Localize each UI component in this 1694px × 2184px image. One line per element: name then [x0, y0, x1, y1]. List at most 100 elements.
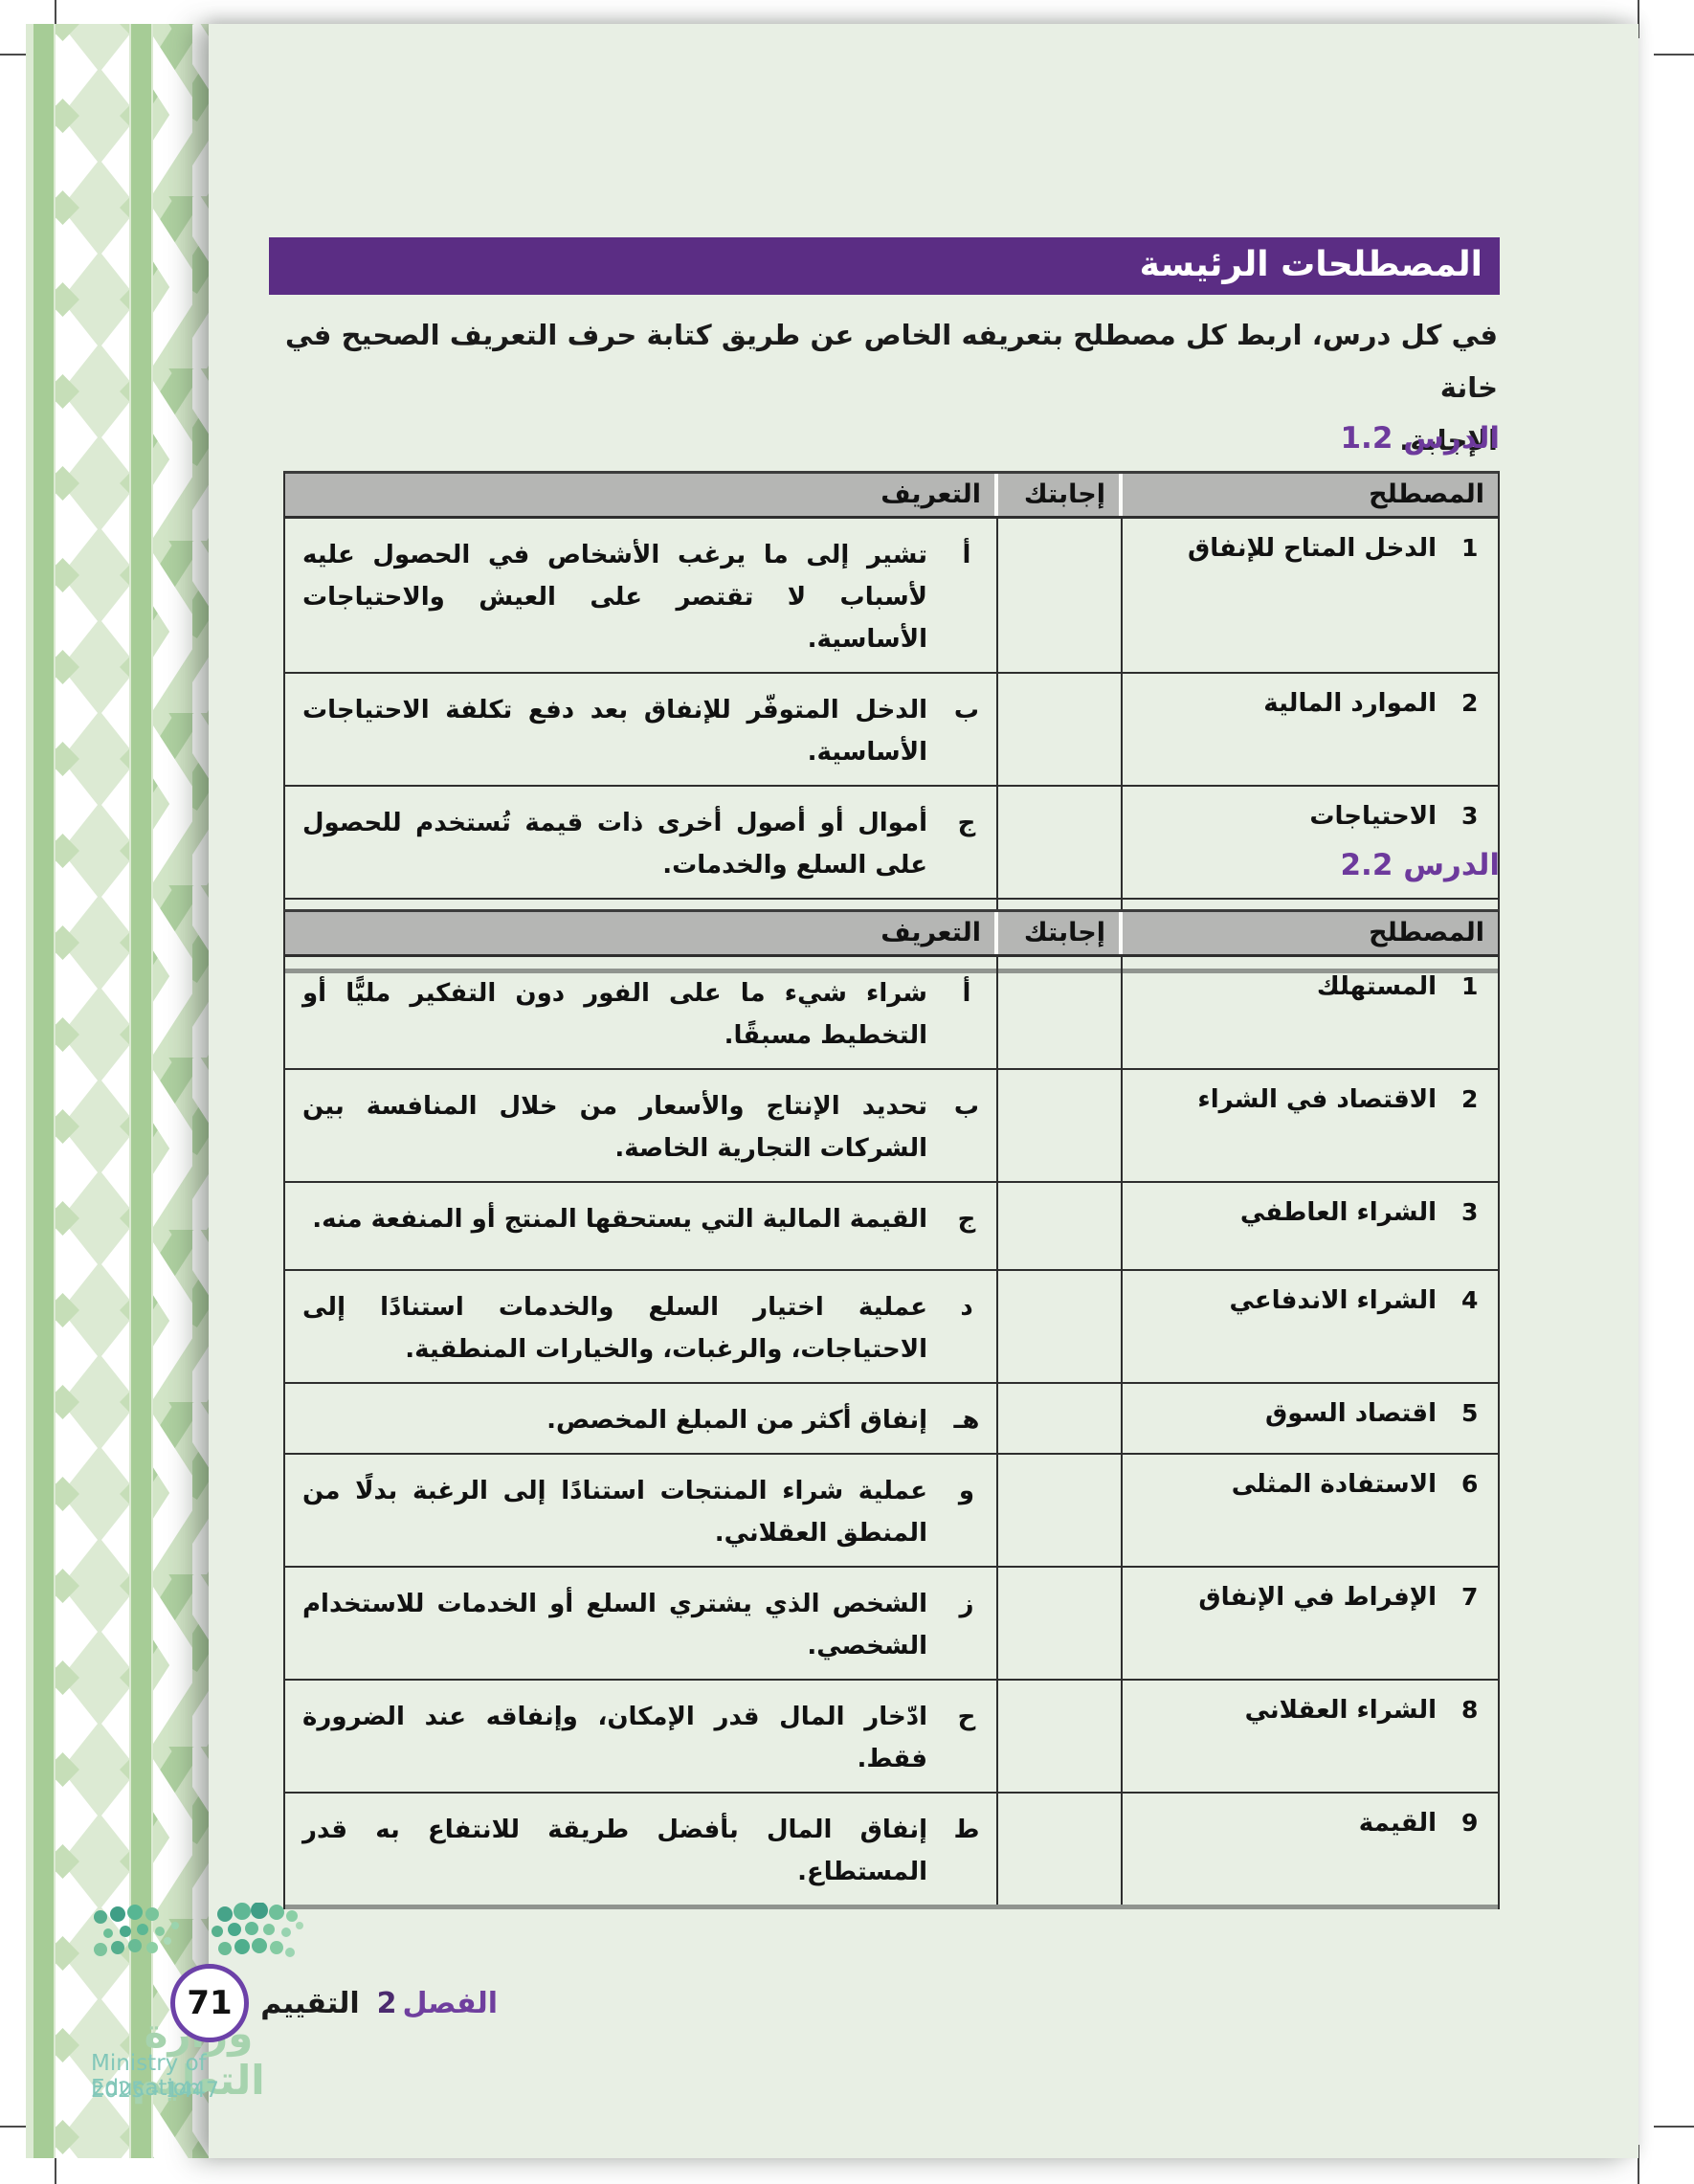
definition-text: إنفاق أكثر من المبلغ المخصص. — [546, 1406, 927, 1435]
column-header-answer: إجابتك — [998, 912, 1123, 954]
term-text: المستهلك — [1316, 972, 1437, 1001]
term-text: الاستفادة المثلى — [1231, 1470, 1437, 1499]
table-row: 5 اقتصاد السوق هـ إنفاق أكثر من المبلغ ا… — [285, 1384, 1498, 1455]
table-row: 7 الإفراط في الإنفاق ز الشخص الذي يشتري … — [285, 1568, 1498, 1681]
table-row: 1 المستهلك أ شراء شيء ما على الفور دون ا… — [285, 957, 1498, 1070]
lesson-1-table: المصطلح إجابتك التعريف 1 الدخل المتاح لل… — [283, 471, 1500, 973]
definition-text: عملية اختيار السلع والخدمات استنادًا إلى… — [302, 1293, 927, 1364]
footer-chapter-line: الفصل2 التقييم — [260, 1987, 498, 2020]
definition-cell: و عملية شراء المنتجات استنادًا إلى الرغب… — [285, 1455, 998, 1566]
lesson-2-heading: الدرس 2.2 — [1340, 848, 1500, 882]
page-number-badge: 71 — [170, 1964, 249, 2042]
table-header-row: المصطلح إجابتك التعريف — [285, 474, 1498, 519]
definition-letter: ب — [953, 1092, 980, 1121]
term-text: القيمة — [1358, 1809, 1437, 1838]
definition-cell: ج أموال أو أصول أخرى ذات قيمة تُستخدم لل… — [285, 787, 998, 898]
answer-cell[interactable] — [998, 957, 1123, 1068]
definition-letter: ب — [953, 696, 980, 724]
chapter-word: الفصل — [402, 1987, 498, 2020]
table-header-row: المصطلح إجابتك التعريف — [285, 912, 1498, 957]
term-number: 7 — [1461, 1583, 1479, 1611]
definition-letter: أ — [962, 979, 971, 1008]
definition-text: شراء شيء ما على الفور دون التفكير مليًّا… — [302, 979, 927, 1050]
definition-cell: ج القيمة المالية التي يستحقها المنتج أو … — [285, 1183, 998, 1269]
section-title: المصطلحات الرئيسة — [1139, 245, 1482, 284]
answer-cell[interactable] — [998, 1183, 1123, 1269]
definition-cell: د عملية اختيار السلع والخدمات استنادًا إ… — [285, 1271, 998, 1382]
table-row: 8 الشراء العقلاني ح ادّخار المال قدر الإ… — [285, 1681, 1498, 1794]
table-row: 9 القيمة ط إنفاق المال بأفضل طريقة للانت… — [285, 1794, 1498, 1909]
definition-text: القيمة المالية التي يستحقها المنتج أو ال… — [312, 1205, 927, 1234]
crop-mark — [55, 0, 56, 40]
column-header-term: المصطلح — [1369, 479, 1484, 509]
crop-mark — [1638, 0, 1639, 38]
answer-cell[interactable] — [998, 1070, 1123, 1181]
definition-letter: ز — [959, 1590, 974, 1618]
definition-letter: و — [958, 1477, 975, 1505]
term-number: 8 — [1461, 1696, 1479, 1724]
term-cell: 8 الشراء العقلاني — [1123, 1681, 1498, 1792]
column-header-answer: إجابتك — [998, 474, 1123, 516]
term-cell: 9 القيمة — [1123, 1794, 1498, 1905]
term-cell: 7 الإفراط في الإنفاق — [1123, 1568, 1498, 1679]
table-row: 6 الاستفادة المثلى و عملية شراء المنتجات… — [285, 1455, 1498, 1568]
definition-text: الشخص الذي يشتري السلع أو الخدمات للاستخ… — [302, 1590, 927, 1660]
definition-cell: ز الشخص الذي يشتري السلع أو الخدمات للاس… — [285, 1568, 998, 1679]
table-row: 3 الاحتياجات ج أموال أو أصول أخرى ذات قي… — [285, 787, 1498, 900]
term-number: 3 — [1461, 1198, 1479, 1226]
chapter-number: 2 — [376, 1987, 397, 2020]
answer-cell[interactable] — [998, 1681, 1123, 1792]
page-number: 71 — [187, 1984, 233, 2022]
definition-cell: ط إنفاق المال بأفضل طريقة للانتفاع به قد… — [285, 1794, 998, 1905]
term-text: اقتصاد السوق — [1264, 1399, 1437, 1428]
term-cell: 2 الموارد المالية — [1123, 674, 1498, 785]
definition-text: الدخل المتوفّر للإنفاق بعد دفع تكلفة الا… — [302, 696, 927, 767]
term-number: 4 — [1461, 1286, 1479, 1314]
term-cell: 3 الشراء العاطفي — [1123, 1183, 1498, 1269]
term-number: 1 — [1461, 534, 1479, 562]
definition-letter: ج — [957, 1205, 976, 1234]
definition-letter: ح — [957, 1703, 976, 1731]
crop-mark — [1654, 54, 1694, 56]
term-cell: 5 اقتصاد السوق — [1123, 1384, 1498, 1453]
definition-text: تحديد الإنتاج والأسعار من خلال المنافسة … — [302, 1092, 927, 1163]
answer-cell[interactable] — [998, 519, 1123, 672]
term-number: 1 — [1461, 972, 1479, 1000]
side-pattern — [26, 24, 209, 2158]
term-text: الدخل المتاح للإنفاق — [1188, 534, 1437, 563]
crop-mark — [0, 54, 40, 56]
term-cell: 1 الدخل المتاح للإنفاق — [1123, 519, 1498, 672]
term-cell: 1 المستهلك — [1123, 957, 1498, 1068]
term-text: الشراء الاندفاعي — [1229, 1286, 1437, 1315]
answer-cell[interactable] — [998, 674, 1123, 785]
term-text: الإفراط في الإنفاق — [1198, 1583, 1437, 1612]
table-row: 2 الاقتصاد في الشراء ب تحديد الإنتاج وال… — [285, 1070, 1498, 1183]
table-row: 1 الدخل المتاح للإنفاق أ تشير إلى ما يرغ… — [285, 519, 1498, 674]
column-header-term: المصطلح — [1369, 918, 1484, 947]
lesson-2-table: المصطلح إجابتك التعريف 1 المستهلك أ شراء… — [283, 909, 1500, 1909]
crop-mark — [1654, 2126, 1694, 2128]
term-cell: 6 الاستفادة المثلى — [1123, 1455, 1498, 1566]
side-pattern-art — [26, 24, 209, 2158]
term-number: 3 — [1461, 802, 1479, 830]
answer-cell[interactable] — [998, 1794, 1123, 1905]
crop-mark — [55, 2147, 56, 2184]
instruction-line-2: الإجابة. — [1399, 424, 1498, 457]
definition-letter: د — [960, 1293, 973, 1322]
answer-cell[interactable] — [998, 787, 1123, 898]
crop-mark — [1638, 2145, 1639, 2184]
definition-text: تشير إلى ما يرغب الأشخاص في الحصول عليه … — [302, 541, 927, 654]
definition-cell: ب الدخل المتوفّر للإنفاق بعد دفع تكلفة ا… — [285, 674, 998, 785]
answer-cell[interactable] — [998, 1384, 1123, 1453]
definition-text: ادّخار المال قدر الإمكان، وإنفاقه عند ال… — [302, 1703, 927, 1773]
term-cell: 4 الشراء الاندفاعي — [1123, 1271, 1498, 1382]
term-number: 5 — [1461, 1399, 1479, 1427]
table-row: 3 الشراء العاطفي ج القيمة المالية التي ي… — [285, 1183, 1498, 1271]
answer-cell[interactable] — [998, 1271, 1123, 1382]
answer-cell[interactable] — [998, 1455, 1123, 1566]
term-number: 2 — [1461, 1085, 1479, 1113]
term-number: 6 — [1461, 1470, 1479, 1498]
term-text: الاحتياجات — [1309, 802, 1437, 831]
answer-cell[interactable] — [998, 1568, 1123, 1679]
